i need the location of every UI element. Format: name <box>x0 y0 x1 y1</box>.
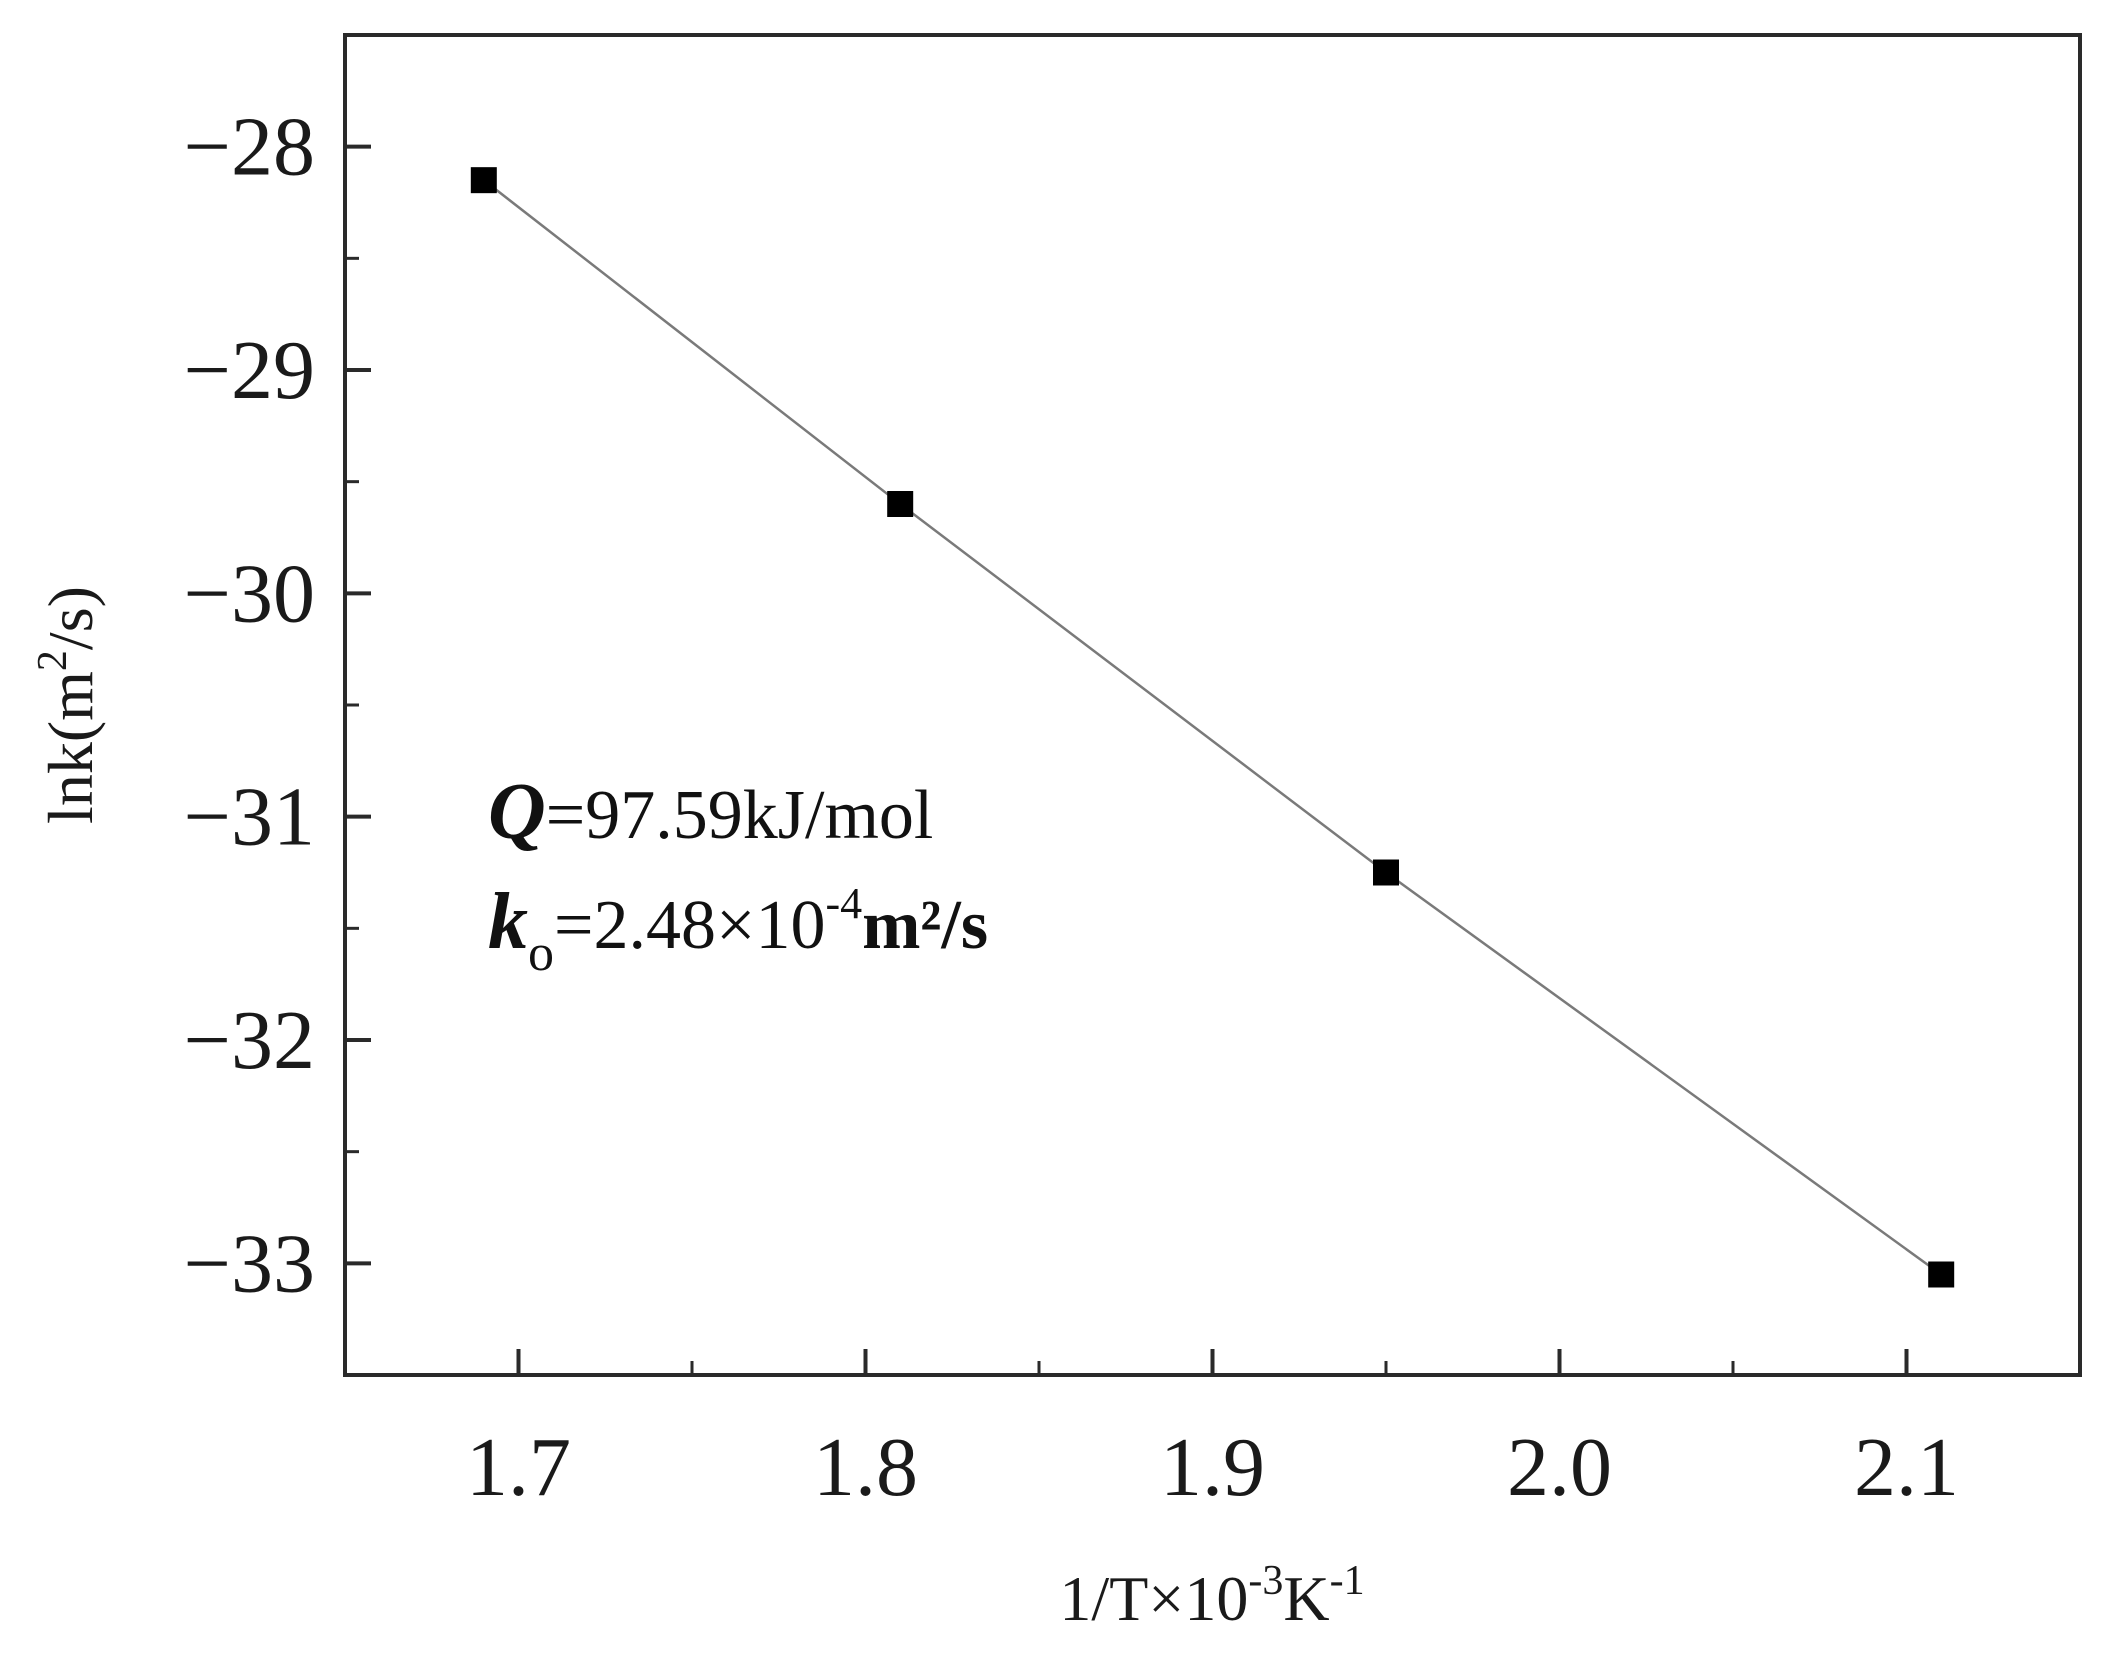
data-point-marker <box>1373 859 1399 886</box>
x-axis-label-main: 1/T×10 <box>1059 1563 1248 1634</box>
k-value: =2.48×10 <box>554 887 825 964</box>
q-value: =97.59kJ/mol <box>546 777 934 854</box>
data-point-marker <box>887 491 914 517</box>
y-tick-label: −28 <box>184 101 315 194</box>
x-tick-label: 1.9 <box>1160 1421 1265 1514</box>
y-tick-label: −33 <box>184 1217 315 1310</box>
y-axis: −28 −29 −30 −31 −32 −33 <box>184 101 371 1310</box>
x-axis-label-unit: K <box>1283 1563 1329 1634</box>
y-tick-label: −31 <box>184 771 315 864</box>
series-line <box>483 179 1942 1276</box>
y-axis-label: lnk(m2/s) <box>30 586 106 824</box>
y-tick-label: −32 <box>184 994 315 1087</box>
k-symbol: k <box>488 878 528 966</box>
x-tick-label: 2.1 <box>1854 1421 1959 1514</box>
y-axis-label-tail: /s) <box>35 586 106 650</box>
y-axis-label-exp: 2 <box>30 650 76 671</box>
x-axis-label-exp2: -1 <box>1330 1558 1365 1604</box>
x-tick-label: 2.0 <box>1507 1421 1612 1514</box>
pre-exponential-annotation: ko=2.48×10-4m²/s <box>488 878 988 982</box>
data-points <box>470 167 1955 1288</box>
y-tick-label: −30 <box>184 547 315 640</box>
q-symbol: Q <box>488 768 546 856</box>
data-point-marker <box>1928 1261 1955 1288</box>
k-subscript: o <box>528 925 554 982</box>
x-tick-label: 1.8 <box>813 1421 918 1514</box>
fit-line <box>483 179 1942 1276</box>
y-axis-label-main: lnk(m <box>35 671 106 824</box>
x-axis-label-exp1: -3 <box>1248 1558 1283 1604</box>
data-point-marker <box>470 167 497 194</box>
k-unit: m²/s <box>862 887 988 964</box>
x-axis-label: 1/T×10-3K-1 <box>1059 1558 1364 1634</box>
plot-frame <box>343 33 2082 1377</box>
y-tick-label: −29 <box>184 324 315 417</box>
x-tick-label: 1.7 <box>466 1421 571 1514</box>
activation-energy-annotation: Q=97.59kJ/mol <box>488 768 933 856</box>
x-axis: 1.7 1.8 1.9 2.0 2.1 <box>466 1349 1959 1514</box>
k-exponent: -4 <box>825 879 862 928</box>
